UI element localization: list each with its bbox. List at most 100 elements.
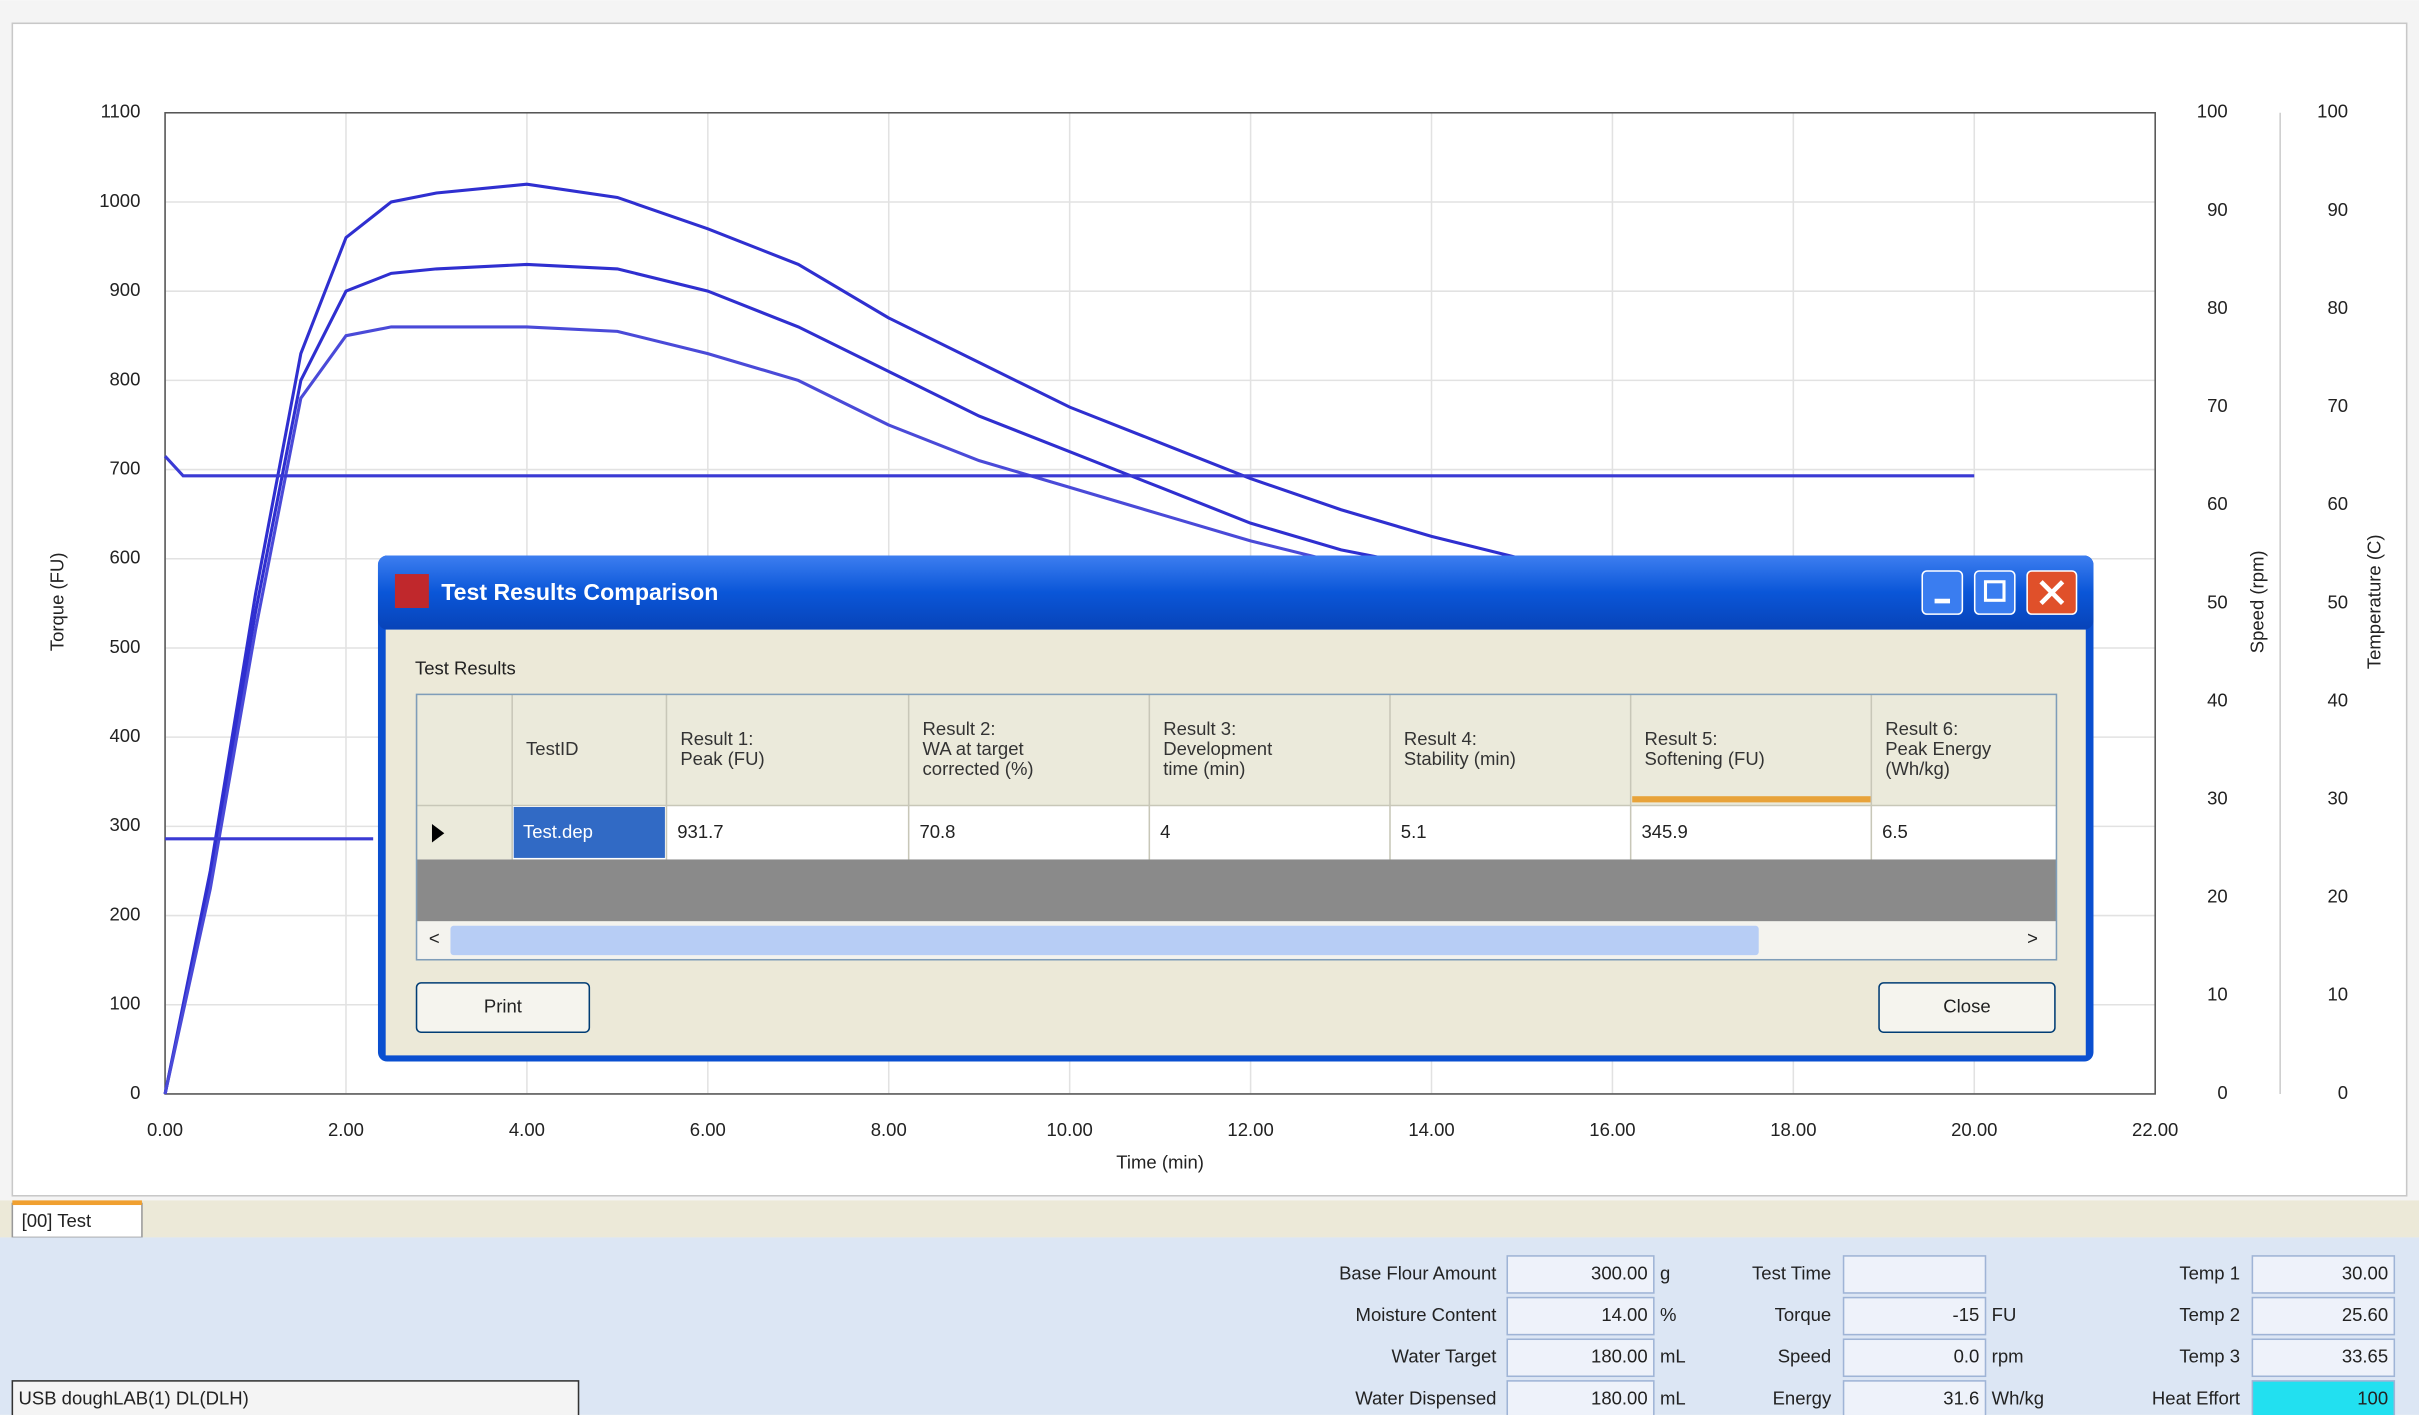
y-tick-label: 800 xyxy=(110,368,141,389)
field-label: Water Target xyxy=(1392,1346,1497,1367)
field-unit: mL xyxy=(1660,1346,1686,1367)
x-tick-label: 0.00 xyxy=(147,1119,183,1140)
close-label: Close xyxy=(1943,995,1990,1016)
y-tick-label: 0 xyxy=(130,1082,140,1103)
cell: 70.8 xyxy=(919,821,955,842)
x-tick-label: 4.00 xyxy=(509,1119,545,1140)
x-axis-label: Time (min) xyxy=(1116,1151,1204,1172)
field-label: Test Time xyxy=(1752,1262,1831,1283)
y-tick-label: 500 xyxy=(110,636,141,657)
field-value: 33.65 xyxy=(2342,1346,2388,1367)
value-box xyxy=(1844,1256,1986,1293)
page: {"chart_data": {"type": "line", "xlabel"… xyxy=(0,0,2419,1415)
y3-axis-label: Temperature (C) xyxy=(2364,534,2385,669)
y-tick-label: 1100 xyxy=(101,101,141,122)
field-label: Water Dispensed xyxy=(1355,1387,1496,1408)
field-label: Moisture Content xyxy=(1356,1304,1497,1325)
field-unit: FU xyxy=(1992,1304,2017,1325)
y-tick-label: 100 xyxy=(110,993,141,1014)
x-tick-label: 20.00 xyxy=(1951,1119,1997,1140)
y3-tick-label: 100 xyxy=(2317,101,2348,122)
row-header xyxy=(417,805,513,859)
results-table: < > TestID Result 1:Peak (FU) Result 2:WA … xyxy=(417,694,2112,959)
y-tick-label: 400 xyxy=(110,725,141,746)
maximize-button[interactable] xyxy=(1975,571,2015,614)
column-header: Result 6: xyxy=(1885,718,1958,739)
field-unit: % xyxy=(1660,1304,1676,1325)
y2-tick-label: 80 xyxy=(2207,297,2228,318)
y2-tick-label: 100 xyxy=(2197,101,2228,122)
field-value: 180.00 xyxy=(1591,1346,1648,1367)
print-label: Print xyxy=(484,995,522,1016)
field-value: 180.00 xyxy=(1591,1387,1648,1408)
x-tick-label: 10.00 xyxy=(1047,1119,1093,1140)
column-header: WA at target xyxy=(923,738,1024,759)
scroll-right[interactable]: > xyxy=(2027,928,2038,949)
column-header: Peak (FU) xyxy=(680,748,764,769)
dialog: Test Results Comparison Test Results < >… xyxy=(378,556,2112,1062)
y2-tick-label: 90 xyxy=(2207,199,2228,220)
y3-tick-label: 80 xyxy=(2327,297,2348,318)
field-label: Temp 1 xyxy=(2179,1262,2240,1283)
field-value: 0.0 xyxy=(1954,1346,1980,1367)
y-tick-label: 600 xyxy=(110,547,141,568)
column-header: Result 5: xyxy=(1645,728,1718,749)
y2-tick-label: 40 xyxy=(2207,689,2228,710)
x-tick-label: 14.00 xyxy=(1408,1119,1454,1140)
y2-tick-label: 20 xyxy=(2207,886,2228,907)
field-label: Base Flour Amount xyxy=(1339,1262,1496,1283)
tab-label: [00] Test xyxy=(22,1210,92,1231)
tab-highlight xyxy=(12,1200,142,1205)
y-tick-label: 1000 xyxy=(99,190,140,211)
field-label: Energy xyxy=(1773,1387,1832,1408)
field-value: -15 xyxy=(1953,1304,1980,1325)
field-label: Torque xyxy=(1775,1304,1832,1325)
cell: 931.7 xyxy=(677,821,723,842)
tab-strip xyxy=(0,1200,2419,1237)
field-value: 31.6 xyxy=(1943,1387,1979,1408)
cell: 6.5 xyxy=(1882,821,1908,842)
minimize-button[interactable] xyxy=(1922,571,1962,614)
y2-tick-label: 50 xyxy=(2207,591,2228,612)
y3-tick-label: 20 xyxy=(2327,886,2348,907)
column-header: corrected (%) xyxy=(923,758,1034,779)
y2-tick-label: 30 xyxy=(2207,787,2228,808)
y2-tick-label: 0 xyxy=(2217,1082,2227,1103)
sort-highlight xyxy=(1632,796,1871,802)
field-value: 25.60 xyxy=(2342,1304,2388,1325)
field-label: Temp 3 xyxy=(2179,1346,2240,1367)
y2-tick-label: 10 xyxy=(2207,984,2228,1005)
column-header: Development xyxy=(1163,738,1272,759)
cell: 5.1 xyxy=(1401,821,1427,842)
field-value: 100 xyxy=(2357,1387,2388,1408)
y3-tick-label: 70 xyxy=(2327,395,2348,416)
y3-tick-label: 40 xyxy=(2327,689,2348,710)
field-label: Temp 2 xyxy=(2179,1304,2240,1325)
column-header: TestID xyxy=(526,738,578,759)
column-header: Softening (FU) xyxy=(1645,748,1765,769)
cell[interactable]: Test.dep xyxy=(523,821,593,842)
x-tick-label: 16.00 xyxy=(1589,1119,1635,1140)
field-unit: mL xyxy=(1660,1387,1686,1408)
y3-tick-label: 10 xyxy=(2327,984,2348,1005)
x-tick-label: 6.00 xyxy=(690,1119,726,1140)
field-unit: rpm xyxy=(1992,1346,2024,1367)
cell: 4 xyxy=(1160,821,1170,842)
x-tick-label: 18.00 xyxy=(1770,1119,1816,1140)
y3-tick-label: 30 xyxy=(2327,787,2348,808)
field-unit: Wh/kg xyxy=(1992,1387,2044,1408)
column-header: (Wh/kg) xyxy=(1885,758,1950,779)
y2-tick-label: 60 xyxy=(2207,493,2228,514)
field-label: Speed xyxy=(1778,1346,1832,1367)
field-label: Heat Effort xyxy=(2152,1387,2240,1408)
y3-tick-label: 90 xyxy=(2327,199,2348,220)
y3-tick-label: 60 xyxy=(2327,493,2348,514)
y3-tick-label: 0 xyxy=(2338,1082,2348,1103)
scroll-thumb[interactable] xyxy=(450,926,1758,955)
device-status: USB doughLAB(1) DL(DLH) xyxy=(19,1387,249,1408)
field-value: 14.00 xyxy=(1601,1304,1647,1325)
column-header: Result 1: xyxy=(680,728,753,749)
column-header: Result 2: xyxy=(923,718,996,739)
scroll-left[interactable]: < xyxy=(429,928,440,949)
field-value: 30.00 xyxy=(2342,1262,2388,1283)
